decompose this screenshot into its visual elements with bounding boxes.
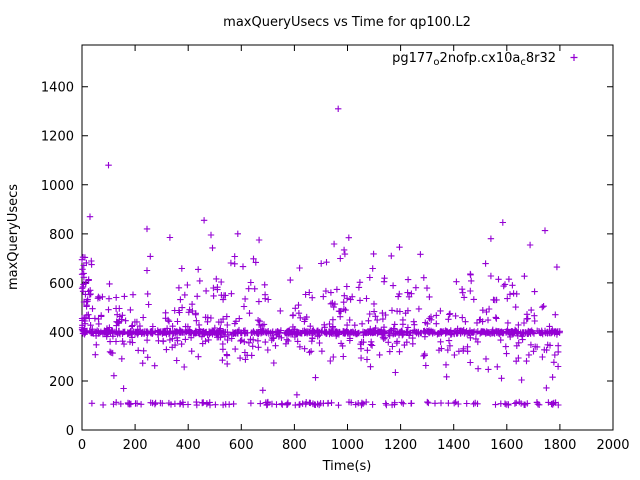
legend-series-label: pg177o2nofp.cx10ac8r32 xyxy=(392,51,556,68)
x-tick-label: 200 xyxy=(123,438,148,453)
y-tick-label: 0 xyxy=(66,424,74,439)
y-tick-label: 200 xyxy=(49,375,74,390)
y-tick-label: 1000 xyxy=(41,179,74,194)
x-tick-label: 0 xyxy=(78,438,86,453)
x-tick-label: 1600 xyxy=(490,438,523,453)
y-tick-label: 800 xyxy=(49,228,74,243)
axis-ticks xyxy=(81,45,614,431)
x-tick-label: 1000 xyxy=(331,438,364,453)
y-tick-label: 400 xyxy=(49,326,74,341)
x-tick-label: 1200 xyxy=(384,438,417,453)
legend: pg177o2nofp.cx10ac8r32 xyxy=(392,51,578,68)
x-tick-label: 2000 xyxy=(596,438,629,453)
x-tick-label: 1400 xyxy=(437,438,470,453)
x-axis-tick-labels: 0 200 400 600 800 1000 1200 1400 1600 1800 2000 xyxy=(78,438,630,453)
x-tick-label: 600 xyxy=(229,438,254,453)
x-tick-label: 800 xyxy=(282,438,307,453)
y-tick-label: 1400 xyxy=(41,81,74,96)
chart-title: maxQueryUsecs vs Time for qp100.L2 xyxy=(223,15,471,30)
y-axis-tick-labels: 0 200 400 600 800 1000 1200 1400 xyxy=(41,81,74,439)
x-axis-label: Time(s) xyxy=(322,459,372,474)
y-axis-label: maxQueryUsecs xyxy=(6,184,21,290)
data-points xyxy=(78,105,563,409)
x-tick-label: 400 xyxy=(176,438,201,453)
y-tick-label: 600 xyxy=(49,277,74,292)
x-tick-label: 1800 xyxy=(543,438,576,453)
y-tick-label: 1200 xyxy=(41,130,74,145)
legend-point-marker xyxy=(570,54,578,61)
